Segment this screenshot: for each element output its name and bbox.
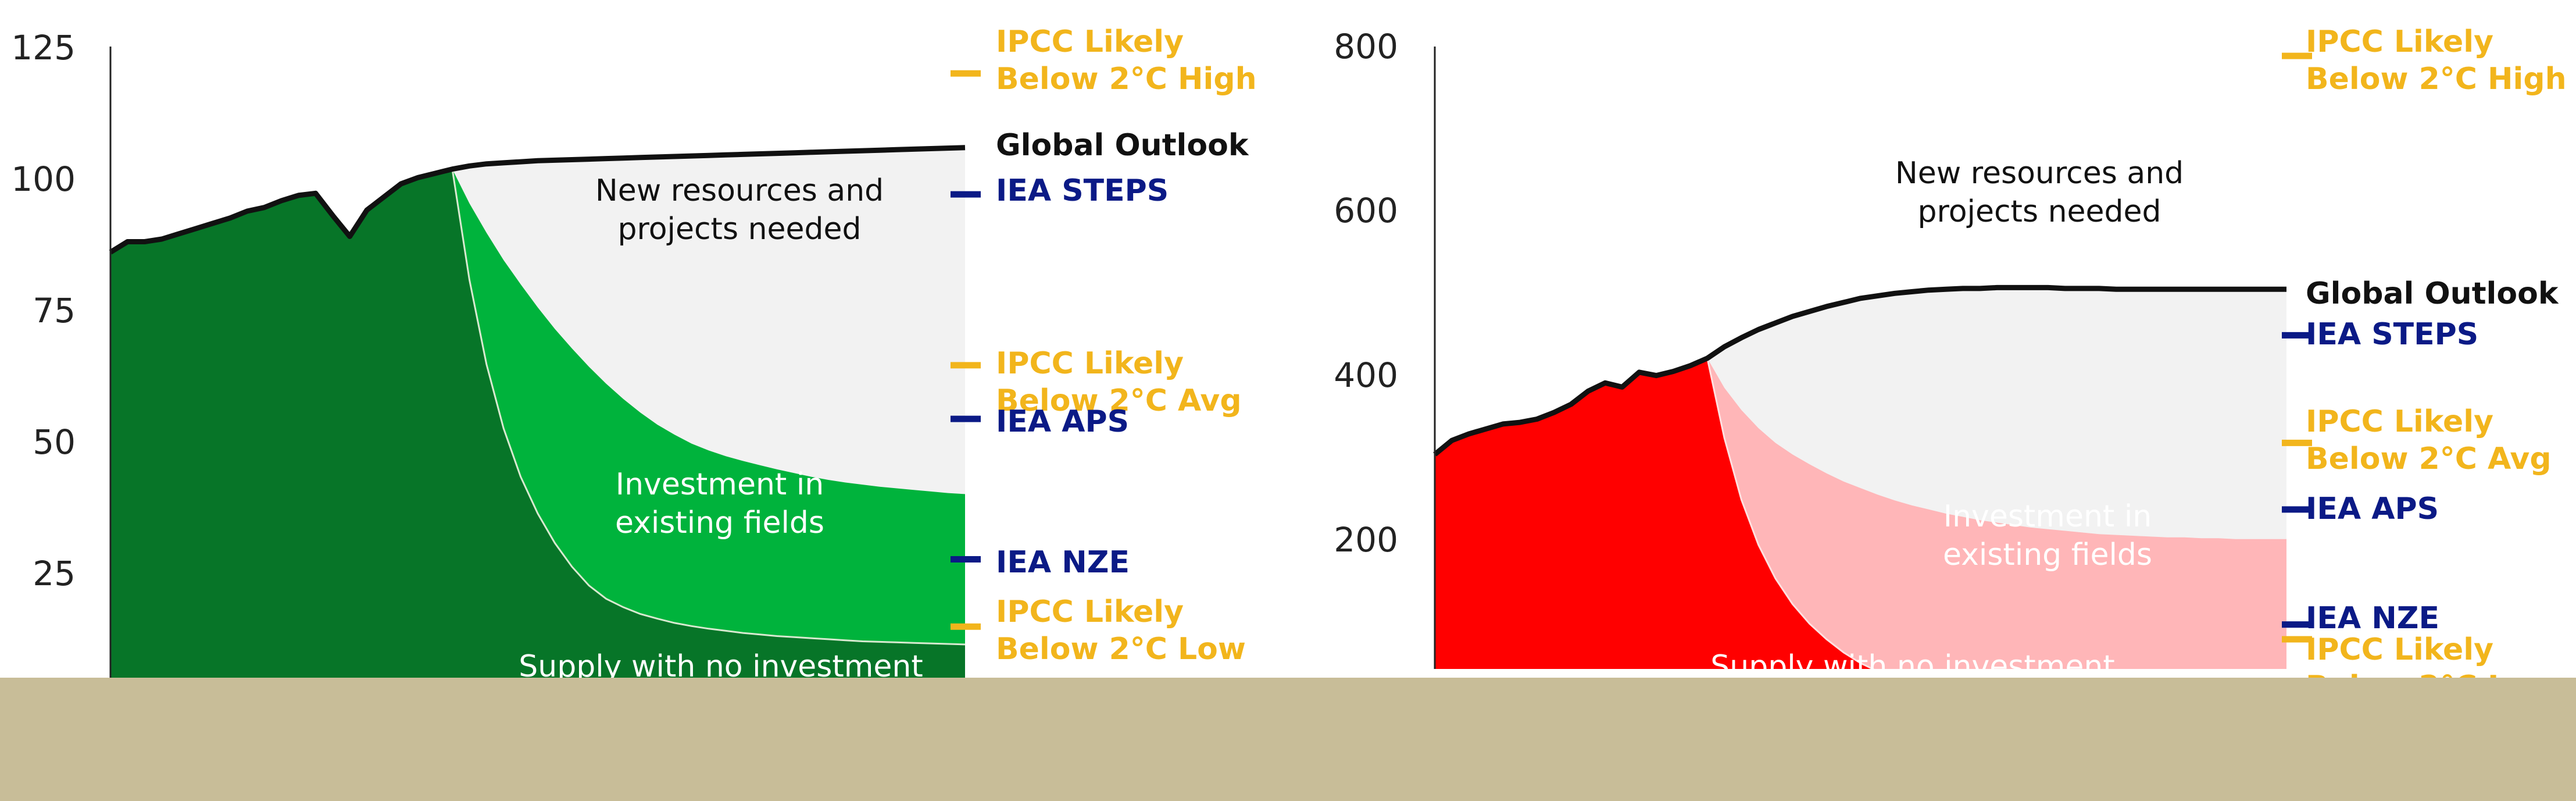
region-label-investment-existing: Investment in existing fields <box>1943 499 2152 572</box>
marker-label-iea: IEA APS <box>2306 492 2439 526</box>
global-outlook-line <box>109 145 966 255</box>
plot-area: New resources and projects needed Investme… <box>1433 47 2286 684</box>
y-tick-label: 75 <box>33 291 76 330</box>
footer-band <box>0 678 2576 801</box>
left-panel-chart: New resources and projects needed Investme… <box>11 24 1257 684</box>
area-supply-no-investment <box>110 169 965 678</box>
marker-label-ipcc: IPCC Likely Below 2°C Avg <box>2306 404 2552 476</box>
right-panel-chart: New resources and projects needed Investme… <box>1334 24 2567 704</box>
y-tick-label: 200 <box>1334 520 1398 560</box>
region-label-new-resources: New resources and projects needed <box>1895 156 2184 229</box>
marker-label-iea: IEA STEPS <box>2306 317 2478 352</box>
marker-label-iea: IEA STEPS <box>996 173 1169 208</box>
y-tick-label: 25 <box>33 554 76 593</box>
region-label-new-resources: New resources and projects needed <box>595 173 884 247</box>
marker-label-iea: IEA NZE <box>996 545 1130 580</box>
marker-label-global: Global Outlook <box>2306 276 2559 311</box>
marker-label-iea: IEA NZE <box>2306 601 2439 636</box>
region-label-supply-no-investment: Supply with no investment <box>519 649 923 684</box>
marker-label-ipcc: IPCC Likely Below 2°C Avg <box>996 346 1242 418</box>
region-label-supply-no-investment: Supply with no investment <box>1710 649 2115 684</box>
region-label-investment-existing: Investment in existing fields <box>615 467 824 540</box>
y-tick-label: 100 <box>11 159 76 199</box>
plot-area: New resources and projects needed Investme… <box>109 47 966 684</box>
marker-label-ipcc: IPCC Likely Below 2°C High <box>2306 24 2567 97</box>
y-tick-label: 125 <box>11 28 76 67</box>
y-tick-label: 400 <box>1334 355 1398 395</box>
marker-label-iea: IEA APS <box>996 404 1129 439</box>
marker-label-global: Global Outlook <box>996 128 1249 163</box>
y-tick-label: 50 <box>33 422 76 462</box>
area-supply-no-investment <box>1435 358 1873 669</box>
y-tick-label: 600 <box>1334 191 1398 230</box>
y-tick-label: 800 <box>1334 27 1398 66</box>
global-outlook-line <box>1433 284 2286 457</box>
marker-label-ipcc: IPCC Likely Below 2°C High <box>996 24 1257 97</box>
